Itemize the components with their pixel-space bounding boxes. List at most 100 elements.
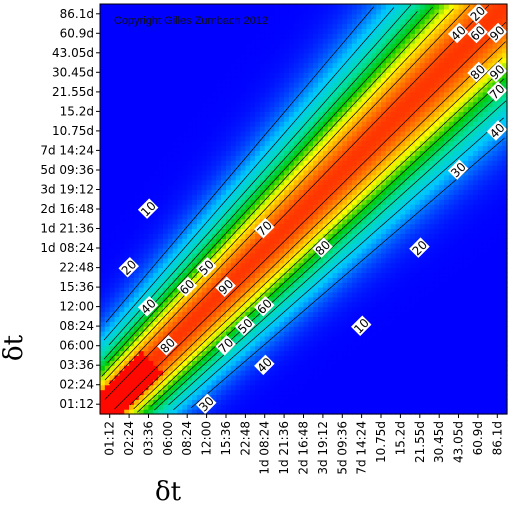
heatmap-cell [288, 355, 295, 361]
heatmap-cell [342, 374, 348, 381]
heatmap-cell [129, 67, 135, 73]
heatmap-cell [313, 272, 319, 278]
heatmap-cell [177, 262, 183, 269]
heatmap-cell [347, 267, 353, 274]
heatmap-cell [308, 145, 314, 152]
heatmap-cell [318, 160, 324, 166]
heatmap-cell [119, 155, 125, 161]
heatmap-cell [269, 262, 276, 269]
heatmap-cell [255, 287, 261, 293]
heatmap-cell [119, 360, 125, 366]
heatmap-cell [342, 365, 348, 371]
heatmap-cell [162, 91, 169, 98]
heatmap-cell [347, 355, 353, 361]
heatmap-cell [187, 199, 193, 205]
heatmap-cell [303, 213, 309, 220]
heatmap-cell [342, 23, 348, 29]
heatmap-cell [114, 277, 120, 283]
heatmap-cell [216, 394, 222, 400]
heatmap-cell [177, 248, 183, 254]
heatmap-cell [225, 252, 232, 259]
heatmap-cell [298, 379, 305, 386]
heatmap-cell [225, 82, 232, 88]
heatmap-cell [274, 223, 280, 230]
heatmap-cell [235, 262, 242, 269]
heatmap-cell [269, 331, 276, 337]
heatmap-cell [361, 399, 368, 405]
heatmap-cell [250, 77, 256, 83]
heatmap-cell [192, 360, 198, 366]
heatmap-cell [361, 179, 368, 186]
heatmap-cell [162, 213, 169, 220]
heatmap-cell [376, 86, 382, 93]
heatmap-cell [318, 262, 324, 269]
heatmap-cell [303, 340, 309, 347]
heatmap-cell [259, 121, 266, 127]
heatmap-cell [318, 8, 324, 15]
heatmap-cell [109, 77, 116, 83]
heatmap-cell [158, 145, 164, 152]
heatmap-cell [337, 126, 343, 132]
heatmap-cell [318, 106, 324, 112]
heatmap-cell [104, 399, 111, 405]
heatmap-cell [230, 374, 237, 381]
heatmap-cell [293, 350, 300, 357]
heatmap-cell [162, 169, 169, 176]
heatmap-cell [162, 8, 169, 15]
heatmap-cell [138, 33, 145, 39]
heatmap-cell [172, 291, 179, 298]
heatmap-cell [235, 277, 242, 283]
heatmap-cell [381, 77, 387, 83]
heatmap-cell [143, 8, 150, 15]
heatmap-cell [332, 340, 339, 347]
heatmap-cell [371, 47, 377, 54]
heatmap-cell [245, 360, 251, 366]
heatmap-cell [240, 160, 246, 166]
heatmap-cell [177, 238, 183, 244]
heatmap-cell [230, 384, 237, 391]
heatmap-cell [269, 145, 276, 152]
heatmap-cell [104, 248, 111, 254]
heatmap-cell [100, 38, 106, 44]
heatmap-cell [361, 360, 368, 366]
heatmap-cell [269, 340, 276, 347]
heatmap-cell [129, 106, 135, 112]
heatmap-cell [293, 296, 300, 303]
heatmap-cell [347, 331, 353, 337]
heatmap-cell [201, 101, 208, 108]
heatmap-cell [129, 33, 135, 39]
heatmap-cell [366, 209, 372, 215]
heatmap-cell [366, 272, 372, 278]
heatmap-cell [284, 287, 290, 293]
heatmap-cell [129, 130, 135, 137]
heatmap-cell [192, 301, 198, 308]
heatmap-cell [109, 189, 116, 195]
heatmap-cell [143, 179, 150, 186]
heatmap-cell [356, 311, 363, 317]
heatmap-cell [230, 394, 237, 400]
heatmap-cell [381, 106, 387, 112]
heatmap-cell [356, 389, 363, 396]
heatmap-cell [129, 282, 135, 288]
heatmap-cell [109, 47, 116, 54]
heatmap-cell [342, 252, 348, 259]
heatmap-cell [288, 248, 295, 254]
heatmap-cell [109, 340, 116, 347]
heatmap-cell [109, 262, 116, 269]
heatmap-cell [206, 184, 213, 191]
heatmap-cell [201, 248, 208, 254]
heatmap-cell [177, 199, 183, 205]
heatmap-cell [192, 189, 198, 195]
heatmap-cell [104, 238, 111, 244]
heatmap-cell [361, 213, 368, 220]
heatmap-cell [342, 43, 348, 49]
heatmap-cell [172, 243, 179, 249]
heatmap-cell [153, 82, 159, 88]
heatmap-cell [100, 360, 106, 366]
heatmap-cell [313, 91, 319, 98]
heatmap-cell [196, 365, 203, 371]
heatmap-cell [162, 82, 169, 88]
heatmap-cell [114, 194, 120, 200]
heatmap-cell [298, 311, 305, 317]
heatmap-cell [313, 33, 319, 39]
